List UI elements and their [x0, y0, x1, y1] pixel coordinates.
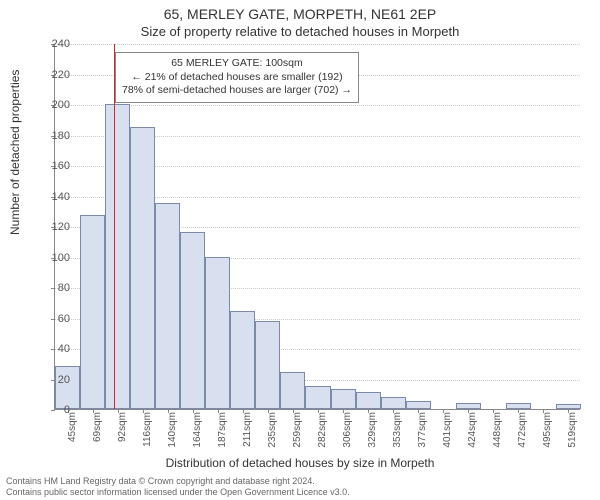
x-axis-label: Distribution of detached houses by size … — [0, 456, 600, 470]
x-tick-label: 472sqm — [517, 412, 528, 452]
histogram-bar — [155, 203, 180, 409]
x-tick-label: 282sqm — [317, 412, 328, 452]
x-tick-label: 329sqm — [367, 412, 378, 452]
histogram-bar — [205, 257, 230, 410]
gridline — [55, 44, 580, 45]
histogram-bar — [305, 386, 330, 409]
histogram-bar — [180, 232, 205, 409]
histogram-bar — [130, 127, 155, 409]
histogram-bar — [381, 397, 406, 409]
x-tick-label: 448sqm — [492, 412, 503, 452]
y-tick-label: 240 — [40, 38, 70, 50]
x-tick-label: 211sqm — [242, 412, 253, 452]
histogram-bar — [255, 321, 280, 409]
x-tick-label: 140sqm — [167, 412, 178, 452]
y-tick-label: 40 — [40, 343, 70, 355]
y-axis-label: Number of detached properties — [8, 70, 22, 235]
x-tick-label: 424sqm — [467, 412, 478, 452]
y-tick-label: 0 — [40, 404, 70, 416]
x-tick-label: 377sqm — [417, 412, 428, 452]
y-tick-label: 160 — [40, 160, 70, 172]
histogram-bar — [406, 401, 431, 409]
x-tick-label: 45sqm — [67, 412, 78, 452]
footer-line1: Contains HM Land Registry data © Crown c… — [6, 476, 596, 487]
info-box: 65 MERLEY GATE: 100sqm← 21% of detached … — [115, 52, 359, 103]
y-tick-label: 20 — [40, 374, 70, 386]
y-tick-label: 200 — [40, 99, 70, 111]
x-tick-label: 306sqm — [342, 412, 353, 452]
x-tick-label: 259sqm — [292, 412, 303, 452]
footer-attribution: Contains HM Land Registry data © Crown c… — [6, 476, 596, 498]
x-tick-label: 92sqm — [117, 412, 128, 452]
info-box-line: 65 MERLEY GATE: 100sqm — [122, 57, 352, 71]
plot-area: 65 MERLEY GATE: 100sqm← 21% of detached … — [54, 44, 580, 410]
gridline — [55, 105, 580, 106]
histogram-bar — [331, 389, 356, 409]
y-tick-label: 120 — [40, 221, 70, 233]
x-tick-label: 116sqm — [142, 412, 153, 452]
chart-container: 65, MERLEY GATE, MORPETH, NE61 2EP Size … — [0, 0, 600, 500]
y-tick-label: 140 — [40, 191, 70, 203]
histogram-bar — [356, 392, 381, 409]
x-tick-label: 519sqm — [567, 412, 578, 452]
y-tick-label: 80 — [40, 282, 70, 294]
x-tick-label: 353sqm — [392, 412, 403, 452]
chart-title-main: 65, MERLEY GATE, MORPETH, NE61 2EP — [0, 6, 600, 22]
x-tick-label: 401sqm — [442, 412, 453, 452]
histogram-bar — [105, 104, 130, 409]
x-tick-label: 235sqm — [267, 412, 278, 452]
histogram-bar — [80, 215, 105, 409]
x-tick-label: 69sqm — [92, 412, 103, 452]
chart-title-sub: Size of property relative to detached ho… — [0, 24, 600, 39]
x-tick-label: 187sqm — [217, 412, 228, 452]
y-tick-label: 220 — [40, 69, 70, 81]
info-box-line: ← 21% of detached houses are smaller (19… — [122, 71, 352, 85]
y-tick-label: 60 — [40, 313, 70, 325]
histogram-bar — [280, 372, 305, 409]
x-tick-label: 495sqm — [542, 412, 553, 452]
info-box-line: 78% of semi-detached houses are larger (… — [122, 84, 352, 98]
histogram-bar — [230, 311, 255, 409]
y-tick-label: 180 — [40, 130, 70, 142]
footer-line2: Contains public sector information licen… — [6, 487, 596, 498]
y-tick-label: 100 — [40, 252, 70, 264]
x-tick-label: 164sqm — [192, 412, 203, 452]
